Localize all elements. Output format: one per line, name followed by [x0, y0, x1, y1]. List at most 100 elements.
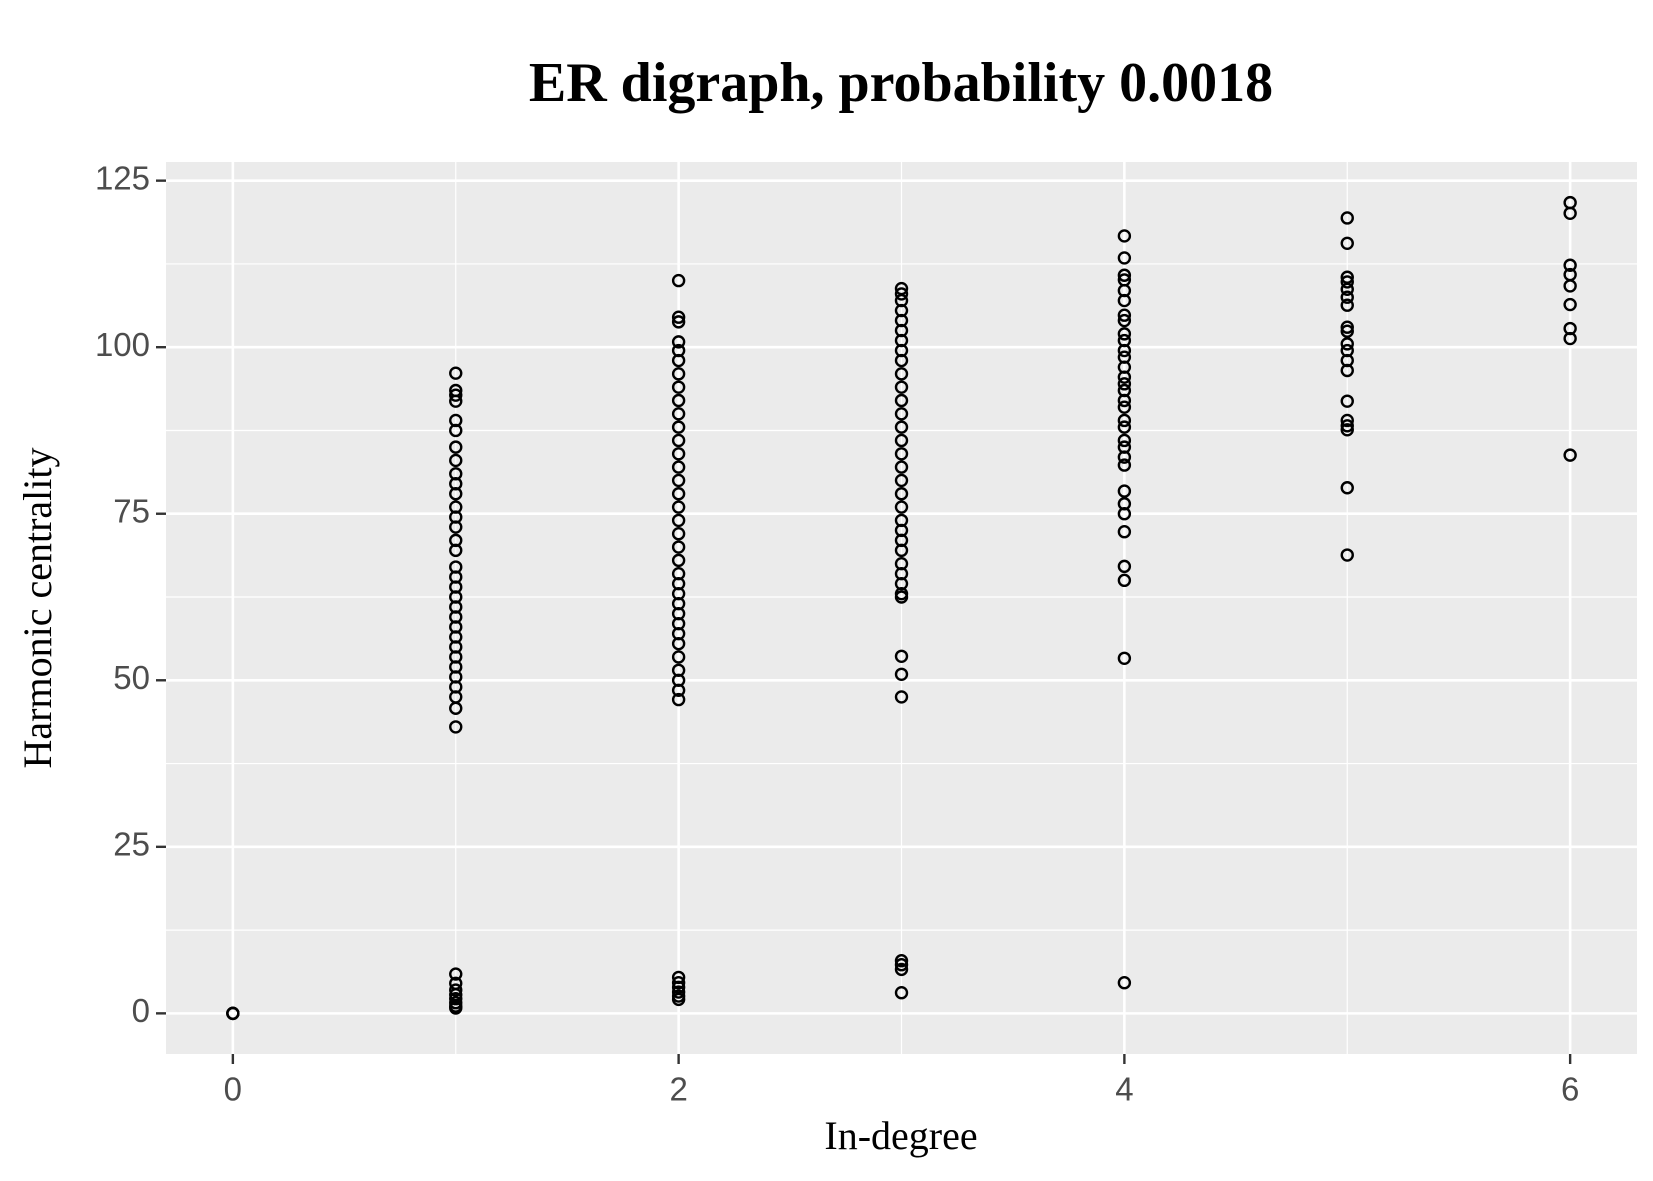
point — [671, 692, 686, 707]
point — [1117, 370, 1132, 384]
point — [449, 394, 463, 408]
point — [1117, 229, 1132, 243]
x-axis-label: In-degree — [824, 1113, 977, 1158]
point — [1117, 450, 1132, 464]
point — [1117, 313, 1132, 328]
point — [894, 380, 909, 394]
point — [1117, 393, 1132, 408]
point — [671, 553, 686, 568]
point — [449, 983, 463, 997]
marks — [226, 195, 1577, 1021]
point — [1117, 458, 1132, 472]
point — [1117, 327, 1132, 341]
y-tick-label: 75 — [113, 492, 150, 529]
point — [1563, 448, 1577, 462]
point — [1117, 420, 1132, 434]
point — [449, 967, 463, 981]
chart-title: ER digraph, probability 0.0018 — [529, 52, 1273, 114]
point — [894, 667, 909, 681]
point — [449, 520, 463, 534]
point — [894, 460, 909, 474]
point — [1117, 268, 1132, 282]
point — [894, 954, 909, 968]
point — [449, 1001, 463, 1015]
point — [1340, 548, 1354, 562]
point — [671, 433, 686, 448]
point — [671, 636, 686, 651]
point — [449, 992, 463, 1006]
point — [671, 650, 686, 664]
point — [1340, 275, 1354, 289]
point — [671, 540, 686, 554]
point — [894, 590, 909, 604]
point — [1117, 377, 1132, 391]
point — [671, 527, 686, 541]
point — [1340, 394, 1354, 408]
point — [671, 487, 686, 501]
point — [671, 367, 686, 381]
point — [449, 720, 463, 734]
y-tick-label: 0 — [132, 992, 150, 1029]
point — [1340, 282, 1354, 296]
point — [894, 487, 909, 501]
y-tick-label: 50 — [113, 659, 150, 696]
point — [894, 420, 909, 434]
point — [1117, 413, 1132, 428]
point — [671, 985, 686, 999]
point — [894, 393, 909, 408]
point — [894, 407, 909, 421]
point — [1117, 573, 1132, 588]
point — [671, 335, 686, 349]
point — [671, 310, 686, 324]
point — [671, 273, 686, 288]
point — [671, 315, 686, 329]
y-tick-label: 25 — [113, 826, 150, 863]
point — [671, 447, 686, 461]
point — [1563, 206, 1577, 220]
point — [894, 649, 909, 663]
point — [894, 433, 909, 448]
point — [449, 453, 463, 468]
point — [1340, 320, 1354, 334]
point — [894, 353, 909, 368]
point — [449, 701, 463, 715]
point — [1117, 400, 1132, 414]
point — [671, 683, 686, 697]
point — [671, 473, 686, 488]
point — [671, 460, 686, 474]
point — [671, 380, 686, 394]
y-tick-label: 125 — [95, 159, 150, 196]
point — [1117, 433, 1132, 448]
point — [894, 287, 909, 301]
point — [1340, 337, 1354, 351]
y-tick-label: 100 — [95, 326, 150, 363]
point — [449, 388, 463, 402]
point — [1340, 236, 1354, 250]
point — [1117, 484, 1132, 498]
point — [1117, 507, 1132, 521]
point — [449, 543, 463, 558]
point — [671, 976, 686, 990]
point — [1340, 211, 1354, 225]
y-axis-label: Harmonic centrality — [15, 448, 60, 769]
x-tick-label: 4 — [1115, 1071, 1133, 1108]
point — [1563, 258, 1577, 272]
point — [1117, 651, 1132, 665]
point — [1340, 298, 1354, 312]
point — [449, 440, 463, 454]
point — [449, 366, 463, 380]
point — [1117, 251, 1132, 265]
point — [1563, 297, 1577, 312]
point — [894, 690, 909, 704]
point — [1340, 413, 1354, 428]
point — [671, 513, 686, 528]
point — [1117, 976, 1132, 990]
point — [671, 420, 686, 434]
x-tick-label: 6 — [1561, 1071, 1579, 1108]
point — [671, 393, 686, 408]
point — [1340, 363, 1354, 378]
point — [894, 447, 909, 461]
point — [894, 473, 909, 488]
point — [671, 407, 686, 421]
